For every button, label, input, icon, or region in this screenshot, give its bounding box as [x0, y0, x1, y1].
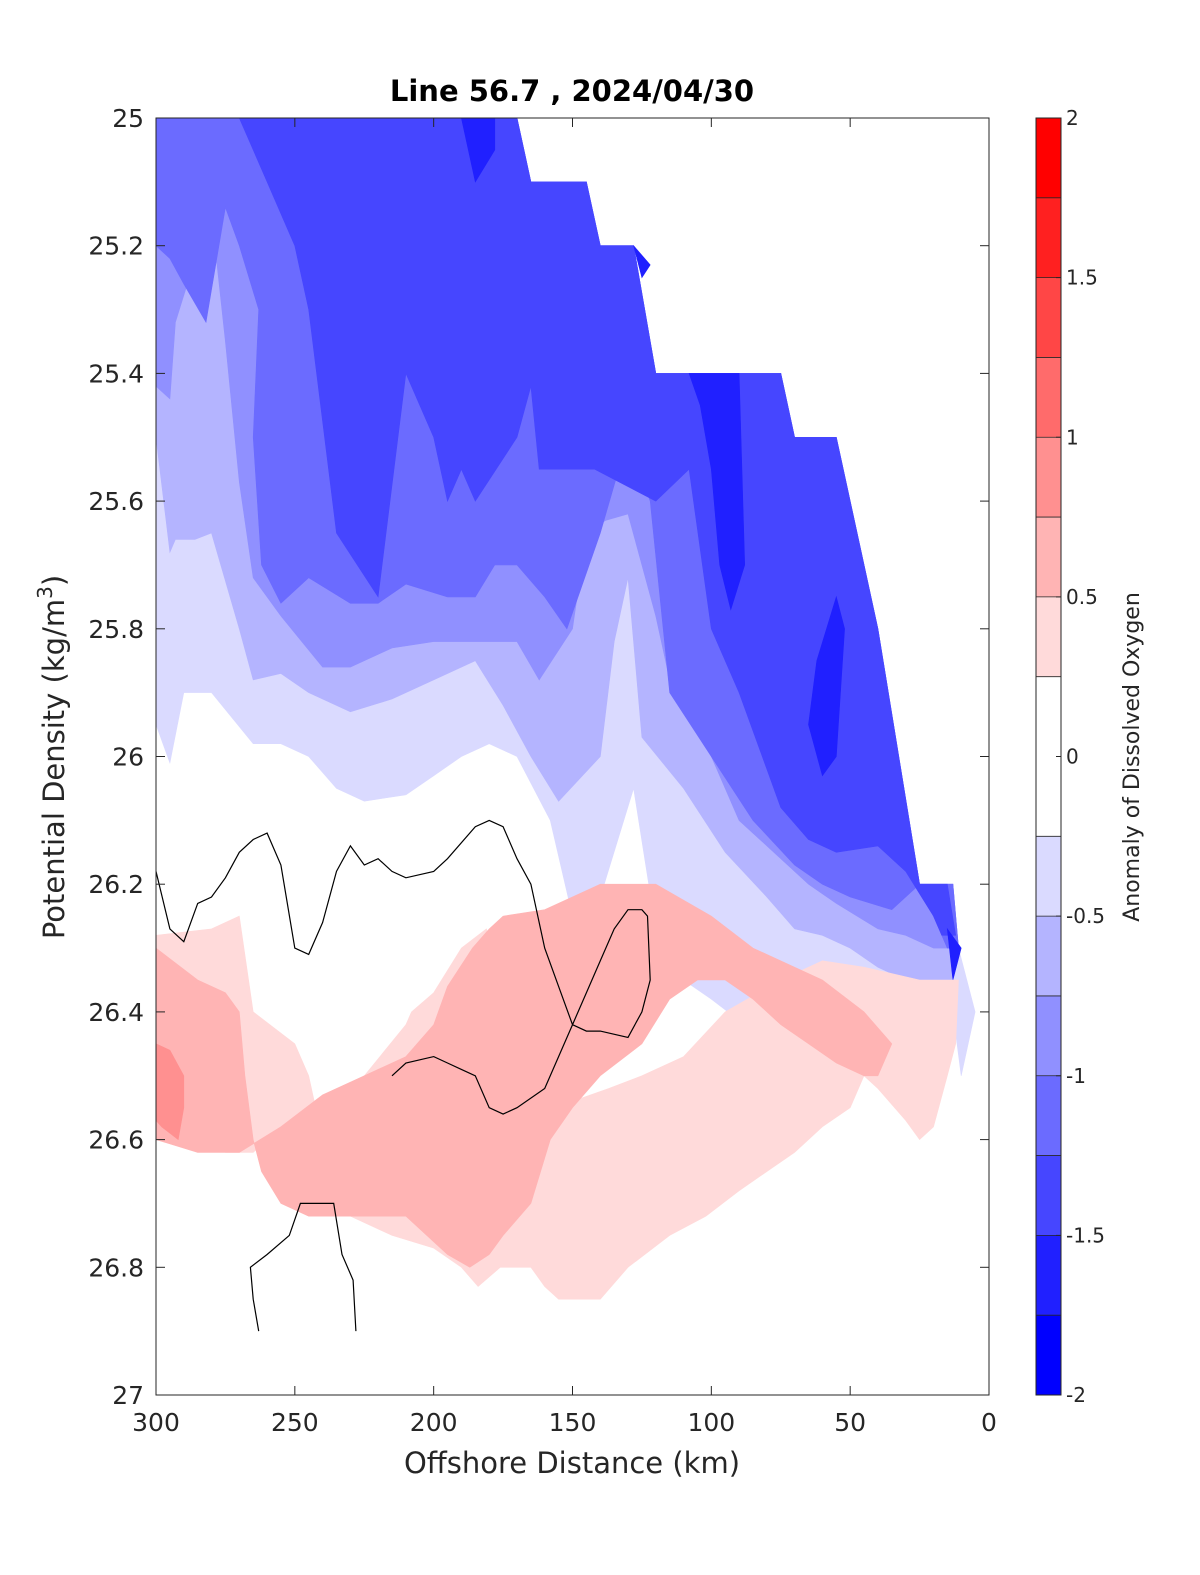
contour-region-8 [808, 595, 845, 777]
colorbar-band-12 [1036, 277, 1061, 358]
filled-contour-regions [155, 117, 976, 1300]
plot-area [155, 117, 990, 1396]
y-tick-labels: 25 25.2 25.4 25.6 25.8 26 26.2 26.4 26.6 26.8 27 [88, 104, 144, 1410]
y-tick-label-6: 26.2 [88, 870, 144, 899]
contour-region-11 [155, 883, 893, 1268]
contour-region-7 [688, 373, 746, 611]
colorbar-bands [1036, 118, 1061, 1395]
y-tick-label-9: 26.8 [88, 1253, 144, 1282]
y-tick-label-8: 26.6 [88, 1126, 144, 1155]
y-tick-label-4: 25.8 [88, 615, 144, 644]
colorbar-band-1 [1036, 1235, 1061, 1316]
x-tick-label-5: 50 [834, 1408, 866, 1437]
x-tick-label-3: 150 [549, 1408, 597, 1437]
colorbar-tick-label-4: 0 [1066, 745, 1079, 769]
colorbar-tick-label-8: -2 [1066, 1383, 1086, 1407]
colorbar-ticks: 2 1.5 1 0.5 0 -0.5 -1 -1.5 -2 [1056, 106, 1105, 1407]
x-axis-label: Offshore Distance (km) [404, 1446, 740, 1480]
x-tick-label-6: 0 [981, 1408, 997, 1437]
y-tick-label-5: 26 [112, 743, 144, 772]
y-axis-label: Potential Density (kg/m3) [33, 575, 71, 939]
colorbar-band-5 [1036, 916, 1061, 996]
contour-region-4 [238, 117, 957, 936]
contour-region-6 [633, 245, 651, 279]
y-tick-label-7: 26.4 [88, 998, 144, 1027]
colorbar-band-13 [1036, 197, 1061, 278]
y-tick-label-10: 27 [112, 1381, 144, 1410]
colorbar-tick-label-1: 1.5 [1066, 266, 1098, 290]
y-axis-label-close: ) [37, 575, 71, 586]
colorbar-band-2 [1036, 1155, 1061, 1236]
x-tick-label-0: 300 [132, 1408, 180, 1437]
colorbar-tick-label-7: -1.5 [1066, 1223, 1105, 1247]
colorbar-band-4 [1036, 995, 1061, 1076]
colorbar-tick-label-0: 2 [1066, 106, 1079, 130]
colorbar-tick-label-2: 1 [1066, 425, 1079, 449]
colorbar-tick-label-5: -0.5 [1066, 904, 1105, 928]
chart-title: Line 56.7 , 2024/04/30 [390, 74, 754, 108]
zero-contour-1 [249, 1202, 357, 1332]
colorbar-band-6 [1036, 836, 1061, 917]
colorbar-label: Anomaly of Dissolved Oxygen [1120, 592, 1145, 922]
y-tick-label-3: 25.6 [88, 487, 144, 516]
zero-contour-0 [155, 819, 651, 1115]
colorbar-band-0 [1036, 1315, 1061, 1395]
x-tick-label-4: 100 [687, 1408, 735, 1437]
colorbar-band-9 [1036, 517, 1061, 597]
colorbar: 2 1.5 1 0.5 0 -0.5 -1 -1.5 -2 Anomaly of Dissolv… [1035, 106, 1145, 1407]
y-tick-label-2: 25.4 [88, 359, 144, 388]
colorbar-band-10 [1036, 437, 1061, 518]
colorbar-band-11 [1036, 357, 1061, 438]
y-axis-label-main: Potential Density (kg/m [37, 599, 71, 939]
contour-region-9 [946, 927, 962, 981]
colorbar-tick-label-3: 0.5 [1066, 585, 1098, 609]
colorbar-frame [1035, 117, 1062, 1396]
colorbar-band-8 [1036, 596, 1061, 677]
x-tick-label-1: 250 [271, 1408, 319, 1437]
y-tick-label-0: 25 [112, 104, 144, 133]
zero-contour-lines [155, 819, 651, 1332]
colorbar-band-14 [1036, 118, 1061, 198]
y-axis-label-superscript: 3 [33, 586, 57, 599]
plot-frame [155, 117, 990, 1396]
x-tick-label-2: 200 [410, 1408, 458, 1437]
contour-region-12 [155, 1043, 185, 1141]
colorbar-band-3 [1036, 1075, 1061, 1156]
y-tick-label-1: 25.2 [88, 232, 144, 261]
x-tick-labels: 300 250 200 150 100 50 0 [132, 1408, 997, 1437]
colorbar-tick-label-6: -1 [1066, 1064, 1086, 1088]
